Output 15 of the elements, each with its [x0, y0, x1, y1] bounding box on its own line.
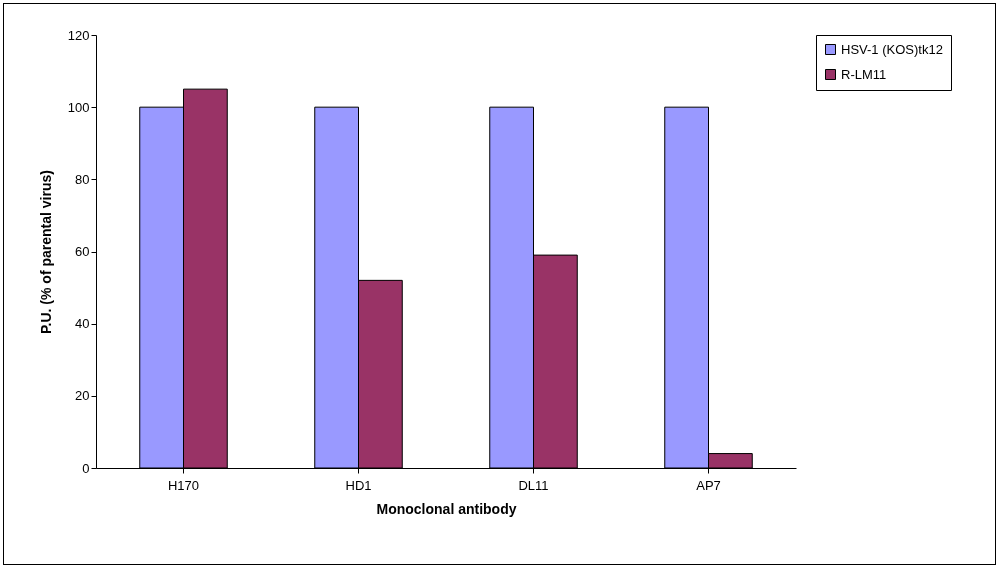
- x-tick-label: H170: [167, 477, 200, 493]
- y-tick-label: 80: [75, 171, 90, 187]
- x-tick-label: DL11: [518, 477, 549, 493]
- y-tick-label: 20: [75, 388, 90, 404]
- x-axis-title: Monoclonal antibody: [376, 500, 517, 517]
- x-tick-label: HD1: [345, 477, 372, 493]
- y-tick-label: 0: [82, 460, 90, 476]
- legend-label: R-LM11: [841, 66, 887, 82]
- y-tick-label: 60: [75, 244, 90, 259]
- y-tick-label: 100: [67, 99, 90, 115]
- legend-label: HSV-1 (KOS)tk12: [841, 41, 943, 57]
- x-tick-label: AP7: [696, 477, 721, 493]
- y-tick-label: 120: [67, 27, 90, 43]
- y-tick-label: 40: [75, 316, 90, 332]
- y-axis-title: P.U. (% of parental virus): [37, 170, 54, 334]
